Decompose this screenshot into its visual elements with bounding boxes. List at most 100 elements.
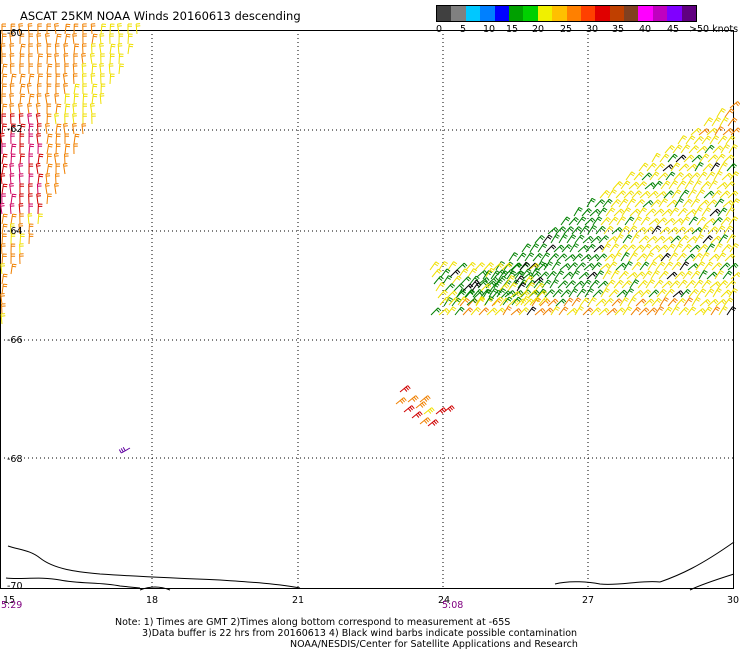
wind-barb: [717, 207, 728, 217]
wind-barb: [64, 93, 70, 105]
wind-barb: [37, 23, 42, 35]
legend-tick: 0: [436, 24, 443, 35]
wind-barb: [62, 72, 68, 85]
wind-barb: [64, 23, 71, 35]
wind-barb: [720, 144, 730, 154]
wind-barb: [411, 411, 423, 419]
legend-tick-labels: 0 5 10 15 20 25 30 35 40 45 >50 knots: [436, 24, 738, 38]
wind-barb: [704, 288, 715, 298]
wind-barb: [529, 243, 540, 253]
wind-barb: [18, 223, 24, 235]
wind-barb: [630, 306, 641, 316]
wind-barb: [697, 244, 709, 253]
wind-barb: [663, 190, 675, 199]
wind-barb: [491, 290, 502, 299]
wind-barb: [579, 225, 590, 235]
wind-barb: [54, 183, 59, 195]
wind-barb: [589, 279, 600, 289]
wind-barb: [54, 53, 60, 65]
wind-barb: [10, 243, 16, 255]
wind-barb: [682, 270, 693, 280]
wind-barb: [597, 207, 608, 217]
wind-barb: [27, 213, 33, 225]
wind-barb: [675, 298, 686, 307]
wind-barb: [730, 198, 740, 208]
wind-barb: [651, 152, 661, 163]
wind-barb: [680, 289, 691, 298]
wind-barb: [521, 243, 532, 253]
wind-barb: [89, 103, 95, 115]
wind-barb: [485, 267, 495, 278]
wind-barb: [653, 279, 664, 289]
wind-barb: [415, 401, 427, 409]
wind-barb: [636, 181, 648, 190]
wind-barb: [26, 82, 32, 95]
wind-barb: [492, 262, 504, 271]
wind-barb: [10, 23, 16, 35]
wind-barb: [502, 296, 513, 306]
wind-barb: [678, 163, 690, 172]
wind-barb: [46, 133, 53, 145]
wind-barb: [592, 289, 604, 298]
wind-barb: [559, 263, 571, 271]
lon-label: 15: [3, 595, 15, 606]
wind-barb: [72, 33, 78, 45]
wind-barb: [659, 297, 669, 307]
wind-barb: [658, 270, 669, 280]
wind-barb: [530, 267, 540, 278]
wind-barb: [679, 189, 690, 199]
wind-barb: [1, 163, 8, 175]
wind-barb: [662, 306, 673, 316]
wind-barb: [634, 199, 646, 208]
wind-barb: [676, 180, 687, 190]
wind-barb: [547, 298, 559, 307]
wind-barb: [517, 279, 528, 289]
wind-barb: [466, 298, 478, 306]
wind-barb: [44, 92, 50, 105]
wind-barb: [650, 199, 662, 208]
wind-barb: [541, 279, 552, 289]
wind-barb: [601, 243, 612, 253]
wind-barb: [439, 296, 450, 306]
wind-barb: [671, 261, 682, 271]
wind-barb: [660, 252, 671, 262]
wind-barb: [0, 173, 6, 185]
wind-barb: [0, 132, 5, 145]
wind-barb: [10, 143, 17, 155]
wind-barb: [118, 53, 124, 65]
wind-barb: [682, 198, 693, 208]
wind-barb: [703, 117, 714, 127]
wind-barb: [629, 208, 641, 217]
wind-barb: [666, 271, 678, 280]
wind-barb: [659, 153, 670, 163]
wind-barb: [453, 283, 465, 292]
wind-barb: [55, 143, 61, 155]
wind-barb: [475, 296, 485, 306]
wind-barb: [726, 306, 737, 316]
wind-barb: [46, 103, 52, 115]
wind-barb: [556, 253, 568, 262]
wind-barb: [685, 135, 696, 145]
wind-barb: [597, 280, 609, 289]
wind-barb: [624, 288, 635, 298]
wind-barb: [81, 53, 86, 65]
wind-barb: [616, 216, 627, 226]
wind-barb: [0, 313, 6, 325]
wind-barb: [72, 73, 78, 85]
wind-barb: [562, 271, 574, 280]
wind-barb: [540, 252, 551, 262]
wind-barb: [602, 269, 612, 280]
wind-barb: [440, 268, 451, 278]
legend-swatch: [609, 6, 625, 21]
wind-barb: [53, 153, 59, 165]
wind-barb: [610, 269, 620, 280]
wind-barb: [534, 308, 546, 316]
wind-barb: [648, 218, 660, 226]
wind-barb: [672, 290, 684, 298]
wind-barb: [100, 23, 107, 35]
legend-tick: 5: [460, 24, 467, 35]
wind-barb: [662, 236, 674, 244]
wind-barb: [0, 243, 6, 255]
wind-barb: [109, 23, 115, 35]
wind-barb: [640, 216, 651, 226]
